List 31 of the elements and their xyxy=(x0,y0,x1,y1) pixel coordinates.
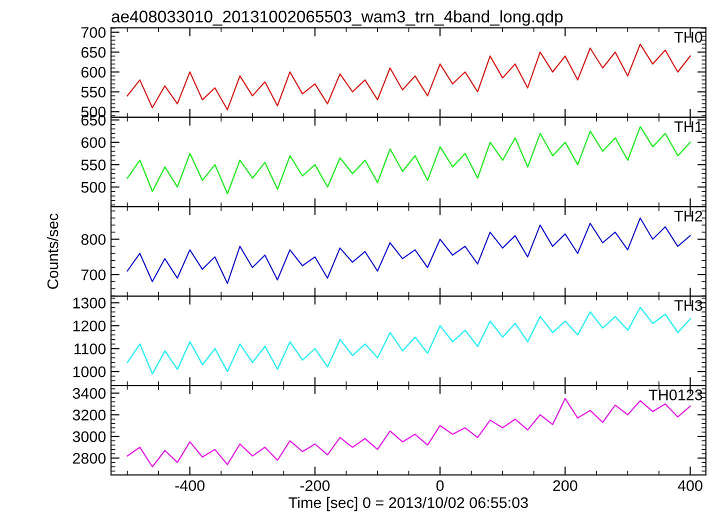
y-tick-label: 800 xyxy=(81,234,106,245)
y-tick-label: 500 xyxy=(81,182,106,193)
y-axis-title: Counts/sec xyxy=(47,214,58,289)
y-tick-label: 550 xyxy=(81,86,106,98)
series-label: TH0123 xyxy=(648,390,702,400)
y-tick-label: 600 xyxy=(81,66,106,78)
y-tick-label: 1000 xyxy=(73,366,106,378)
y-tick-label: 700 xyxy=(81,27,106,38)
y-tick-label: 1300 xyxy=(73,298,106,308)
y-tick-label: 3200 xyxy=(72,410,106,420)
y-tick-label: 2800 xyxy=(72,452,106,464)
chart-title: ae408033010_20131002065503_wam3_trn_4band_long.qdp xyxy=(112,10,563,26)
line-series xyxy=(126,44,691,110)
series-label: TH1 xyxy=(674,121,702,132)
y-tick-label: 550 xyxy=(81,160,106,170)
series-label: TH2 xyxy=(674,210,702,222)
x-tick-label: 400 xyxy=(678,480,702,492)
x-axis-title: Time [sec] 0 = 2013/10/02 06:55:03 xyxy=(288,496,528,512)
y-tick-label: 3000 xyxy=(72,431,106,442)
y-tick-label: 700 xyxy=(81,269,106,280)
x-tick-label: -400 xyxy=(175,480,205,492)
series-label: TH3 xyxy=(674,300,702,311)
x-tick-label: 0 xyxy=(436,480,444,492)
y-tick-label: 600 xyxy=(81,137,106,148)
y-tick-label: 650 xyxy=(81,46,106,58)
y-tick-label: 1200 xyxy=(73,320,106,332)
y-tick-label: 1100 xyxy=(74,344,106,354)
y-tick-label: 3400 xyxy=(72,388,106,399)
x-tick-label: -200 xyxy=(300,480,330,492)
x-tick-label: 200 xyxy=(553,480,578,492)
series-label: TH0 xyxy=(674,32,702,43)
